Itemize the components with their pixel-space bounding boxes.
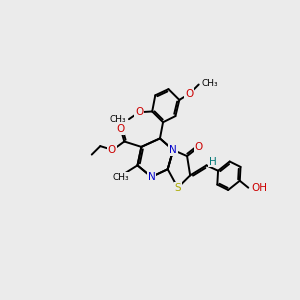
Text: O: O — [108, 145, 116, 155]
Text: O: O — [135, 107, 143, 117]
Text: OH: OH — [251, 184, 267, 194]
Text: CH₃: CH₃ — [109, 116, 126, 124]
Text: CH₃: CH₃ — [201, 79, 218, 88]
Text: H: H — [209, 157, 217, 166]
Text: O: O — [116, 124, 124, 134]
Text: O: O — [195, 142, 203, 152]
Text: N: N — [169, 145, 177, 155]
Text: CH₃: CH₃ — [112, 173, 129, 182]
Text: S: S — [175, 183, 181, 193]
Text: N: N — [148, 172, 155, 182]
Text: O: O — [185, 89, 194, 99]
